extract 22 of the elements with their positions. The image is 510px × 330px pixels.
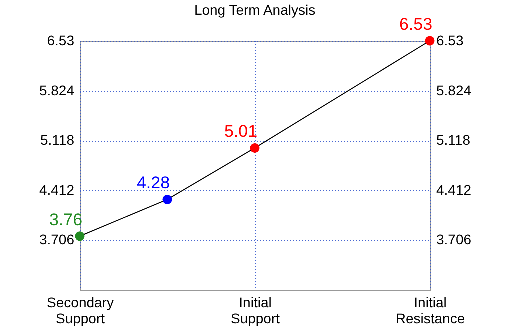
y2-tick-label: 6.53: [436, 32, 464, 48]
data-label: 4.28: [136, 174, 170, 193]
y-tick-label: 4.412: [39, 182, 75, 198]
point: [75, 232, 85, 242]
point: [425, 36, 435, 46]
data-label: 6.53: [399, 15, 433, 34]
point: [162, 194, 172, 204]
y-tick-label: 6.53: [47, 32, 75, 48]
y2-tick-label: 3.706: [436, 232, 472, 248]
x-tick-label: Initial Resistance: [396, 294, 466, 326]
x-tick-label: Initial Support: [230, 294, 280, 326]
data-label: 3.76: [49, 210, 83, 230]
y2-tick-label: 4.412: [436, 182, 472, 198]
data-label: 5.01: [224, 122, 258, 142]
y-tick-label: 3.706: [39, 232, 75, 248]
y-tick-label: 5.824: [39, 82, 75, 98]
chart-title: Long Term Analysis: [194, 2, 316, 18]
y-tick-label: 5.118: [40, 132, 75, 148]
y2-tick-label: 5.824: [436, 82, 472, 98]
y2-tick-label: 5.118: [436, 132, 471, 148]
x-tick-label: Secondary Support: [47, 294, 114, 326]
point: [250, 143, 260, 153]
